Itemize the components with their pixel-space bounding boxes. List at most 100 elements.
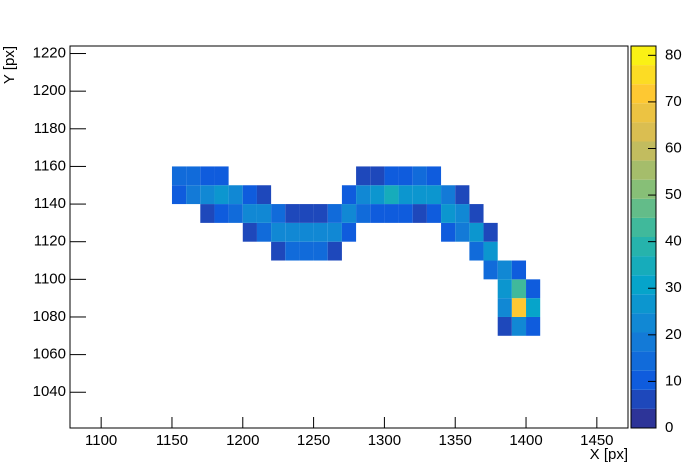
heatmap-cell <box>370 204 385 223</box>
y-tick-label: 1080 <box>33 308 66 325</box>
colorbar-tick-label: 0 <box>665 419 673 436</box>
heatmap-cell <box>398 166 413 186</box>
heatmap-cell <box>285 241 300 261</box>
heatmap-cell <box>370 185 385 205</box>
heatmap-cell <box>171 185 187 205</box>
heatmap-cell <box>228 185 243 205</box>
colorbar-band <box>631 313 656 333</box>
y-tick-label: 1180 <box>34 120 66 137</box>
heatmap-cell <box>412 204 427 223</box>
colorbar-band <box>631 332 656 352</box>
colorbar-band <box>631 370 656 390</box>
heatmap-cell <box>398 185 413 205</box>
heatmap-cell <box>256 204 272 223</box>
colorbar-tick-label: 50 <box>665 186 682 203</box>
heatmap-cell <box>384 185 399 205</box>
colorbar-frame <box>630 45 657 429</box>
heatmap-cell <box>200 185 215 205</box>
colorbar-band <box>631 65 656 85</box>
x-axis-label: X [px] <box>590 446 628 463</box>
heatmap-cell <box>483 241 498 261</box>
x-tick-label: 1100 <box>85 432 117 449</box>
colorbar-band <box>631 217 656 237</box>
heatmap-cell <box>526 298 541 317</box>
heatmap-cell <box>327 241 342 261</box>
x-tick-label: 1200 <box>226 432 259 449</box>
heatmap-cell <box>384 204 399 223</box>
heatmap-cell <box>526 316 541 336</box>
x-tick-label: 1400 <box>509 432 542 449</box>
heatmap-cell <box>256 185 272 205</box>
heatmap-cell <box>511 298 527 317</box>
heatmap-cell <box>186 185 201 205</box>
heatmap-cell <box>483 260 498 280</box>
heatmap-cell <box>341 204 357 223</box>
colorbar-tick-label: 10 <box>665 372 682 389</box>
colorbar-tick-label: 70 <box>665 93 682 110</box>
heatmap-cell <box>426 204 442 223</box>
heatmap-cell <box>327 204 342 223</box>
heatmap-cell <box>412 166 427 186</box>
heatmap-cell <box>469 222 484 242</box>
heatmap-cell <box>469 204 484 223</box>
y-tick-label: 1160 <box>34 157 66 174</box>
heatmap-cell <box>285 204 300 223</box>
heatmap-cell <box>497 279 512 299</box>
heatmap-cell <box>171 166 187 186</box>
x-tick-label: 1300 <box>368 432 401 449</box>
heatmap-cell <box>511 316 527 336</box>
heatmap-cell <box>313 241 328 261</box>
heatmap-cell <box>299 222 314 242</box>
heatmap-cell <box>356 185 371 205</box>
heatmap-cell <box>356 166 371 186</box>
heatmap-cell <box>256 222 272 242</box>
heatmap-cell <box>441 222 456 242</box>
heatmap-cell <box>356 204 371 223</box>
heatmap-cell <box>497 316 512 336</box>
heatmap-cell <box>441 185 456 205</box>
x-tick-label: 1450 <box>580 432 613 449</box>
colorbar-band <box>631 198 656 218</box>
y-tick-label: 1060 <box>33 346 66 363</box>
heatmap-cell <box>455 204 470 223</box>
heatmap-cell <box>511 279 527 299</box>
heatmap-cell <box>497 298 512 317</box>
colorbar-band <box>631 103 656 123</box>
heatmap-cell <box>441 204 456 223</box>
heatmap-cell <box>398 204 413 223</box>
y-tick-label: 1120 <box>34 233 66 250</box>
heatmap-cell <box>426 166 442 186</box>
heatmap-cell <box>370 166 385 186</box>
heatmap-cell <box>313 222 328 242</box>
x-tick-label: 1250 <box>297 432 330 449</box>
colorbar-band <box>631 237 656 257</box>
colorbar-tick-label: 60 <box>665 139 682 156</box>
colorbar-tick-label: 30 <box>665 279 682 296</box>
heatmap-cell <box>214 185 229 205</box>
heatmap-cell <box>341 185 357 205</box>
heatmap-cell <box>497 260 512 280</box>
x-tick-label: 1350 <box>439 432 472 449</box>
heatmap-cell <box>214 204 229 223</box>
heatmap-cell <box>271 241 286 261</box>
y-axis-label: Y [px] <box>1 46 18 84</box>
heatmap-cell <box>200 166 215 186</box>
y-tick-label: 1100 <box>34 270 66 287</box>
heatmap-cell <box>285 222 300 242</box>
heatmap-cell <box>242 222 257 242</box>
heatmap-cell <box>469 241 484 261</box>
y-tick-label: 1140 <box>34 195 66 212</box>
heatmap-cell <box>426 185 442 205</box>
colorbar-band <box>631 351 656 371</box>
colorbar-tick-label: 40 <box>665 233 682 250</box>
heatmap-cell <box>455 185 470 205</box>
heatmap-cell <box>214 166 229 186</box>
plot-border <box>69 45 629 429</box>
colorbar-band <box>631 46 656 66</box>
colorbar-band <box>631 141 656 161</box>
colorbar-band <box>631 179 656 199</box>
colorbar-band <box>631 294 656 314</box>
heatmap-cell <box>511 260 527 280</box>
x-tick-label: 1150 <box>156 432 188 449</box>
colorbar-band <box>631 408 656 428</box>
